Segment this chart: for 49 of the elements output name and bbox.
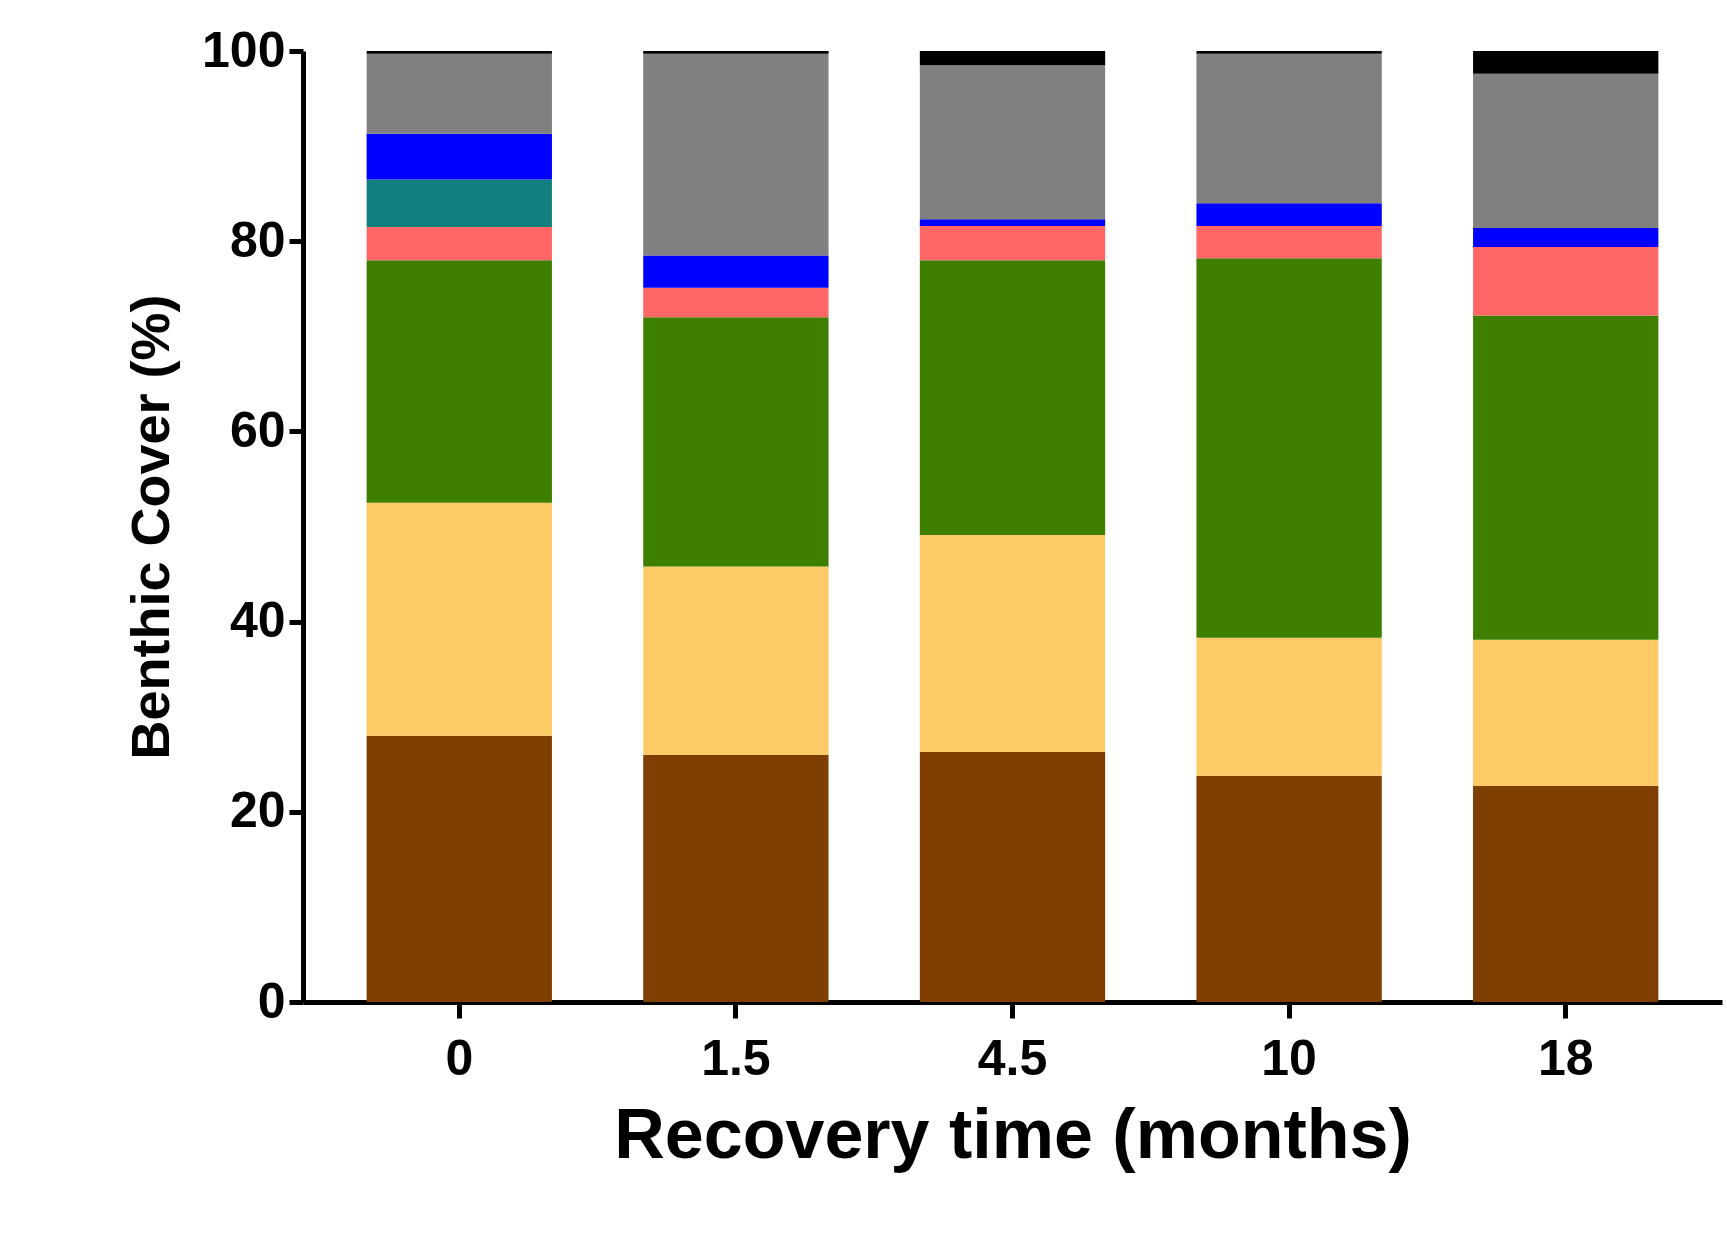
bar [366,226,552,261]
y-tick-label: 100 [202,21,286,78]
bar [1196,53,1382,204]
y-tick-label: 60 [229,401,286,458]
bar [643,317,829,567]
bar [643,255,829,288]
bar [1473,786,1659,1002]
x-tick-label: 4.5 [977,1029,1048,1086]
x-tick-label: 18 [1537,1029,1594,1086]
bar [643,754,829,1002]
bar [643,53,829,256]
y-tick-label: 0 [257,972,286,1029]
x-tick-label: 1.5 [701,1029,771,1086]
bar [1196,203,1382,226]
bar [1473,639,1659,787]
bar [919,225,1106,261]
bar [366,53,552,134]
bar [919,219,1106,226]
y-tick-label: 20 [229,782,286,839]
bar [1196,225,1382,259]
bar [366,260,552,503]
bar [1196,51,1382,54]
y-tick-label: 40 [229,592,286,649]
bar [919,751,1106,1002]
y-tick-label: 80 [229,211,286,268]
bar [366,735,552,1002]
y-axis-title: Benthic Cover (%) [120,294,181,760]
x-tick-label: 10 [1261,1029,1317,1086]
x-axis-title: Recovery time (months) [614,1094,1412,1173]
bar [1196,637,1382,776]
bar [919,260,1106,536]
bar [643,287,829,318]
bar [366,51,552,54]
bar [1473,315,1659,640]
bar [643,566,829,755]
bar [1473,246,1659,316]
bar [919,535,1106,752]
bar [919,51,1106,66]
x-tick-label: 0 [445,1029,474,1086]
bar [1473,73,1659,228]
bar [1473,227,1659,247]
bar [366,502,552,736]
bar [643,51,829,54]
bar [1196,258,1382,638]
bar [366,133,552,180]
bar [366,179,552,227]
bar [919,65,1106,220]
bar [1196,775,1382,1002]
bar [1473,51,1659,74]
